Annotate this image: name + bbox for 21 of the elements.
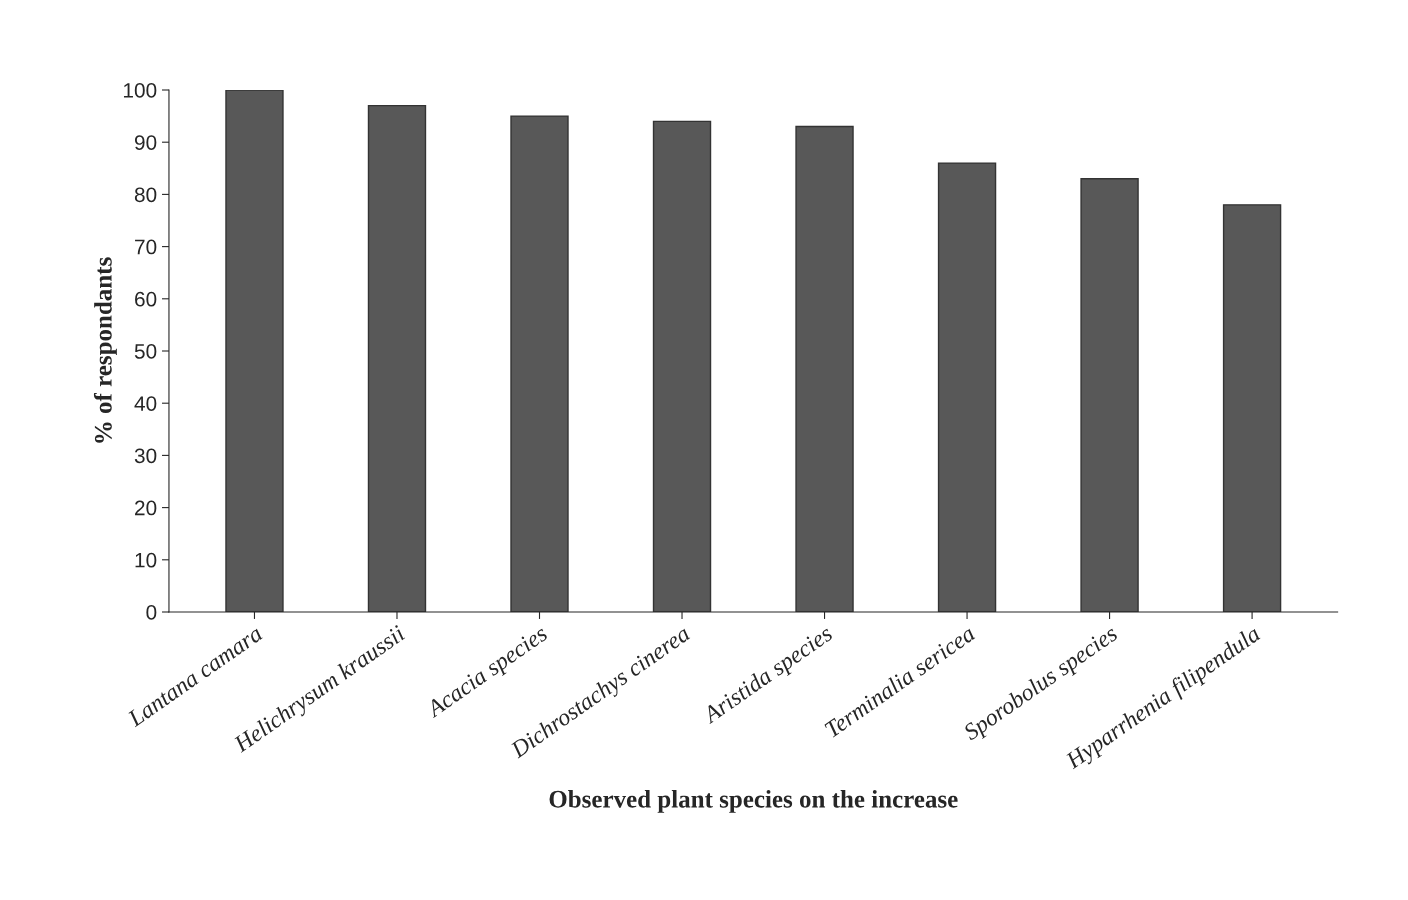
bar [652,120,712,612]
bar [367,104,427,612]
y-tick-label: 20 [135,500,157,516]
x-axis-title: Observed plant species on the increase [549,790,958,813]
y-tick-label: 80 [134,187,157,203]
bar [1222,204,1282,612]
y-tick-label: 40 [134,396,157,411]
y-tick-label: 10 [135,552,157,568]
bar [225,90,284,612]
y-tick-label: 0 [146,605,157,620]
y-tick-label: 60 [135,291,157,307]
bar [1080,178,1139,612]
bar [795,125,854,612]
y-axis-title: % of respondants [93,257,117,443]
y-tick-label: 100 [123,83,157,98]
y-tick-label: 70 [135,239,157,255]
bar [937,162,997,612]
bar [510,115,569,612]
y-tick-label: 50 [134,344,157,359]
y-tick-label: 30 [134,448,157,464]
y-tick-label: 90 [134,135,157,150]
